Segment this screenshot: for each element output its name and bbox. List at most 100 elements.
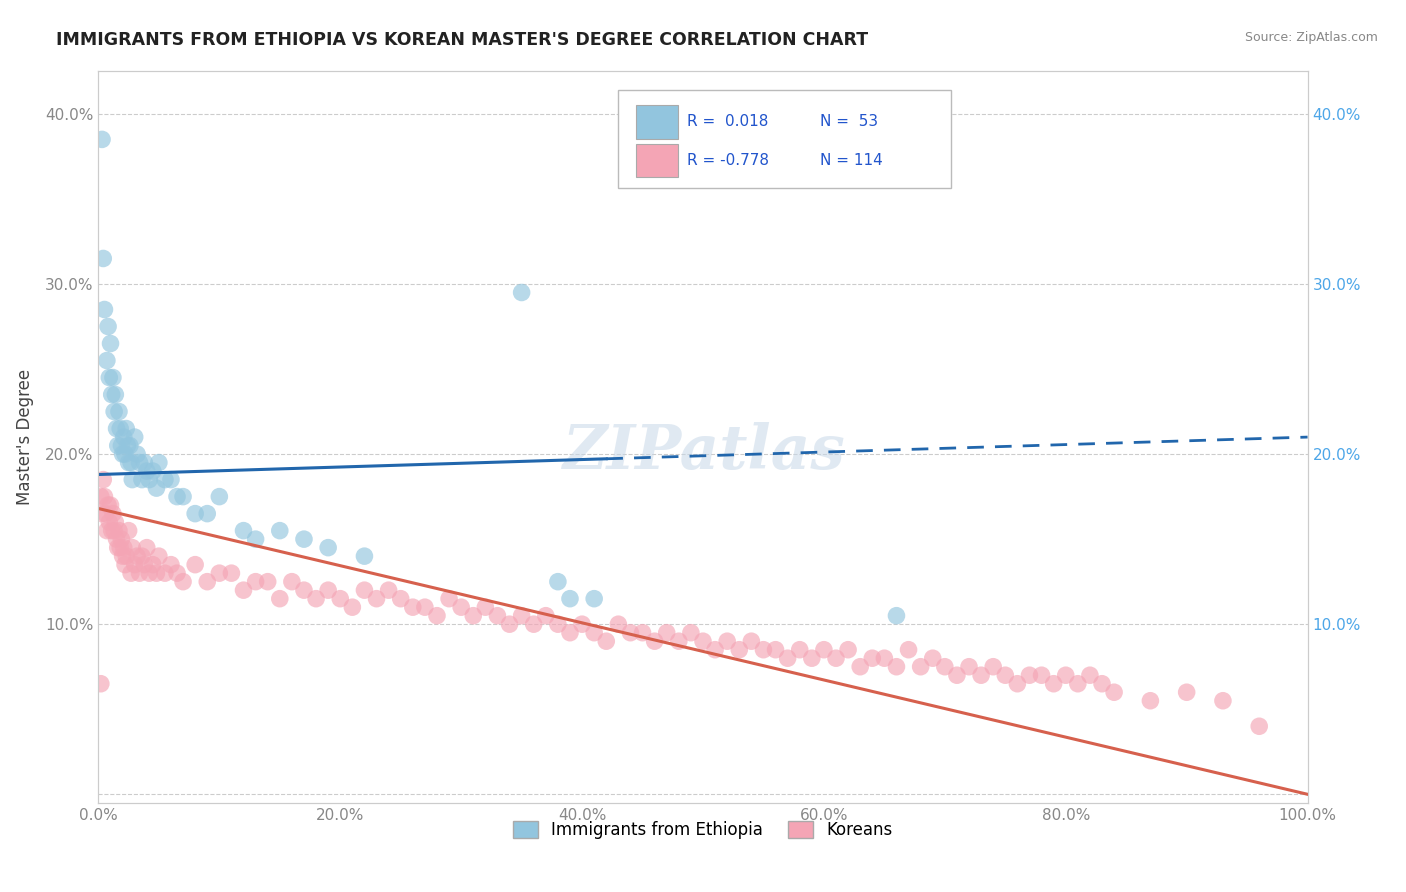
Point (128, 456, 150, 470)
Point (886, 608, 908, 623)
Point (631, 625, 654, 640)
Point (104, 515, 127, 529)
Point (1078, 668, 1101, 682)
Point (437, 591, 460, 606)
Y-axis label: Master's Degree: Master's Degree (15, 369, 34, 505)
Point (849, 659, 872, 673)
Point (426, 608, 449, 623)
Point (860, 651, 883, 665)
Point (153, 566, 176, 581)
Point (131, 549, 153, 563)
Point (498, 617, 520, 632)
Point (776, 651, 799, 665)
Point (128, 566, 150, 581)
Point (111, 549, 134, 563)
Point (921, 651, 943, 665)
Point (98, 370, 121, 384)
Point (970, 668, 993, 682)
Point (103, 524, 125, 538)
Point (1175, 685, 1198, 699)
Point (105, 532, 128, 546)
Point (90, 677, 112, 691)
Point (1091, 677, 1114, 691)
Point (114, 558, 136, 572)
Point (166, 490, 188, 504)
Point (800, 651, 823, 665)
Point (389, 591, 412, 606)
Point (281, 574, 304, 589)
Point (789, 642, 811, 657)
Text: N = 114: N = 114 (820, 153, 883, 168)
Point (752, 642, 775, 657)
Point (644, 634, 666, 648)
Point (118, 456, 141, 470)
Point (316, 583, 339, 598)
Point (96, 353, 118, 368)
FancyBboxPatch shape (619, 90, 950, 188)
FancyBboxPatch shape (637, 105, 678, 138)
Point (117, 439, 139, 453)
Text: Source: ZipAtlas.com: Source: ZipAtlas.com (1244, 31, 1378, 45)
Point (655, 625, 678, 640)
Point (934, 659, 956, 673)
Point (101, 370, 124, 384)
Point (120, 456, 142, 470)
Point (90, 490, 112, 504)
Point (184, 558, 207, 572)
Legend: Immigrants from Ethiopia, Koreans: Immigrants from Ethiopia, Koreans (506, 814, 900, 846)
Point (142, 558, 165, 572)
Point (135, 541, 157, 555)
Point (108, 524, 131, 538)
Point (534, 608, 557, 623)
Point (145, 566, 167, 581)
Point (994, 668, 1017, 682)
Point (138, 473, 160, 487)
Point (101, 507, 124, 521)
Point (292, 532, 315, 546)
Point (115, 549, 138, 563)
Point (148, 456, 170, 470)
Point (716, 634, 738, 648)
Point (837, 642, 859, 657)
Point (595, 634, 617, 648)
Point (704, 642, 727, 657)
Point (110, 439, 132, 453)
Point (97, 498, 120, 512)
Point (221, 566, 243, 581)
Point (245, 574, 267, 589)
Point (100, 336, 122, 351)
Point (124, 558, 146, 572)
Point (256, 574, 278, 589)
Point (547, 574, 569, 589)
Point (692, 634, 714, 648)
Point (131, 473, 153, 487)
Point (120, 566, 142, 581)
Point (269, 524, 291, 538)
Point (91, 132, 114, 146)
Point (607, 617, 630, 632)
Point (127, 447, 149, 461)
Point (172, 574, 194, 589)
Point (121, 541, 143, 555)
Point (118, 439, 141, 453)
Point (402, 600, 425, 615)
Point (112, 430, 135, 444)
Point (100, 387, 122, 401)
Point (160, 473, 183, 487)
Point (353, 583, 375, 598)
Point (172, 490, 194, 504)
Point (765, 642, 787, 657)
Point (813, 642, 835, 657)
Point (121, 473, 143, 487)
Point (114, 447, 136, 461)
Point (160, 558, 183, 572)
Point (558, 591, 581, 606)
Text: N =  53: N = 53 (820, 114, 879, 129)
Point (728, 642, 751, 657)
Point (195, 507, 218, 521)
Point (93, 302, 115, 317)
Point (1249, 719, 1271, 733)
Point (679, 625, 702, 640)
Point (100, 524, 122, 538)
Point (886, 659, 908, 673)
